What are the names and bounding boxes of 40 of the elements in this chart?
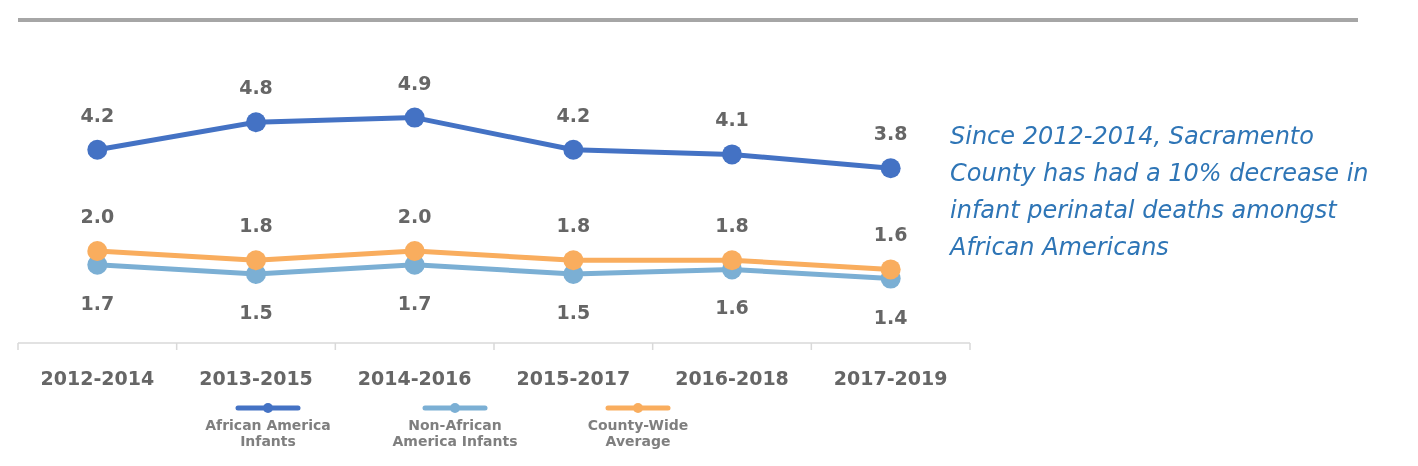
data-label: 4.2	[556, 103, 591, 126]
data-label: 3.8	[873, 122, 908, 145]
point	[880, 259, 901, 280]
x-tick-label: 2014-2016	[357, 367, 472, 389]
data-label: 1.5	[556, 301, 591, 323]
data-label: 1.8	[556, 214, 591, 237]
x-tick-label: 2012-2014	[40, 367, 155, 389]
data-label: 1.8	[715, 214, 749, 237]
annotation: Since 2012-2014, Sacramento County has had a 10% decrease in infant perinatal deaths amongst African Americans	[948, 122, 1369, 261]
point	[404, 107, 425, 128]
data-label: 1.8	[239, 214, 273, 237]
point	[246, 112, 266, 133]
legend-label: Non-African America Infants	[392, 417, 518, 449]
point	[722, 250, 742, 271]
data-label: 1.7	[397, 291, 432, 314]
point	[563, 139, 584, 160]
data-label: 4.9	[397, 71, 432, 94]
legend-label: County-Wide Average	[587, 417, 689, 449]
x-tick-label: 2015-2017	[516, 367, 631, 389]
point	[246, 250, 266, 271]
point	[722, 144, 742, 165]
data-label: 1.6	[715, 296, 749, 319]
data-label: 2.0	[397, 205, 432, 227]
point	[880, 158, 901, 179]
data-label: 4.2	[80, 103, 115, 126]
x-tick-label: 2016-2018	[675, 367, 789, 389]
data-label: 1.6	[873, 223, 908, 246]
data-label: 2.0	[80, 205, 115, 227]
point	[87, 241, 108, 261]
data-label: 1.4	[873, 305, 908, 328]
data-label: 4.8	[239, 76, 273, 99]
point	[404, 241, 425, 261]
data-label: 4.1	[715, 108, 749, 131]
legend-label: African America Infants	[205, 417, 331, 449]
x-tick-label: 2017-2019	[833, 367, 948, 389]
data-label: 1.7	[80, 291, 115, 314]
data-label: 1.5	[239, 301, 273, 323]
x-tick-label: 2013-2015	[199, 367, 313, 389]
point	[563, 250, 584, 271]
point	[87, 139, 108, 160]
